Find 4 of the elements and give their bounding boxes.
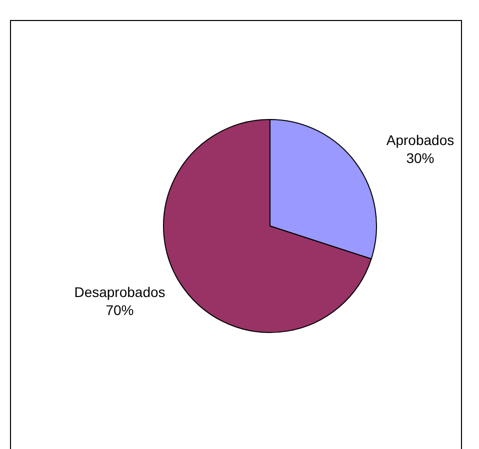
slice-label: Desaprobados [74, 284, 166, 300]
slice-label: Aprobados [386, 132, 454, 148]
data-label: 30% [406, 150, 434, 166]
data-label: 70% [106, 302, 134, 318]
